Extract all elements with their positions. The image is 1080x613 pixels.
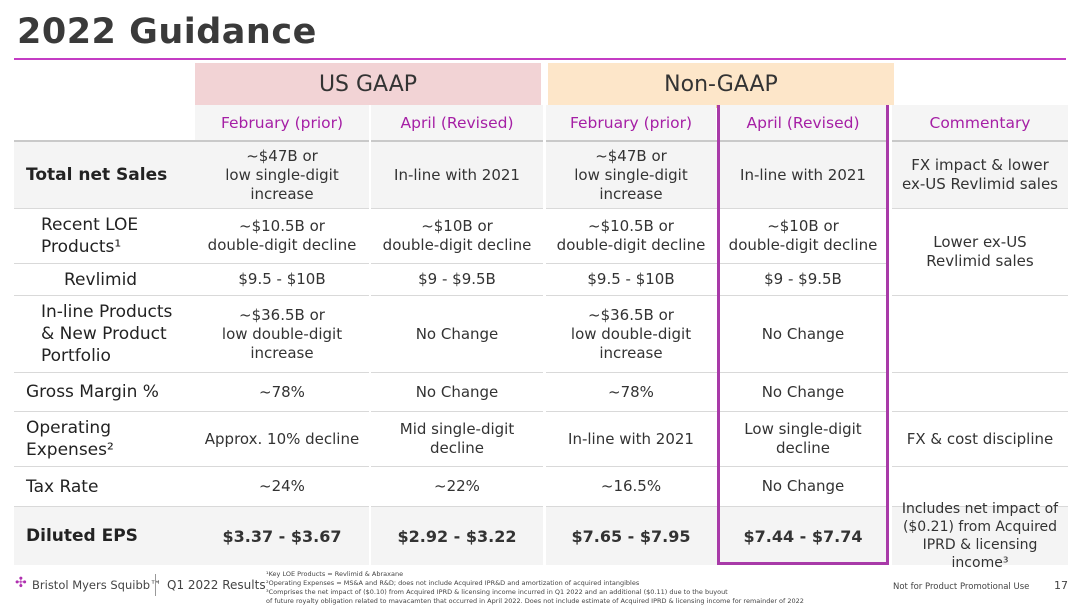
us-gaap-header: US GAAP (195, 63, 541, 108)
subheader-nongaap-apr: April (Revised) (720, 105, 886, 141)
page-number: 17 (1054, 579, 1068, 592)
row-divider (14, 263, 890, 264)
row-label-inline-products: In-line Products & New Product Portfolio (41, 302, 173, 366)
footnote-2: ²Operating Expenses = MS&A and R&D; does… (266, 579, 640, 587)
bms-logo-icon: ✣ (15, 575, 27, 591)
row-label-revlimid: Revlimid (64, 269, 138, 290)
row-label-recent-loe: Recent LOE Products¹ (41, 215, 139, 257)
revised-nongaap-highlight-box (717, 140, 889, 565)
disclaimer: Not for Product Promotional Use (893, 582, 1030, 592)
cell-opex-nongaap-apr: Low single-digit decline (744, 420, 862, 457)
cell-sales-nongaap-apr: In-line with 2021 (740, 165, 866, 184)
cell-tax-nongaap-feb: ~16.5% (600, 477, 662, 495)
subheader-gaap-feb: February (prior) (195, 105, 369, 141)
cell-revlimid-nongaap-apr: $9 - $9.5B (764, 270, 842, 288)
cell-gm-nongaap-feb: ~78% (608, 382, 654, 401)
row-divider (14, 466, 1068, 467)
cell-loe-gaap-feb: ~$10.5B or double-digit decline (207, 217, 357, 254)
cell-sales-gaap-apr: In-line with 2021 (394, 165, 520, 184)
highlight-box-edge (717, 105, 720, 141)
column-separator (543, 105, 546, 565)
cell-tax-gaap-feb: ~24% (259, 477, 305, 495)
column-separator (369, 105, 371, 565)
cell-gm-nongaap-apr: No Change (761, 382, 845, 401)
cell-inline-nongaap-apr: No Change (761, 324, 845, 343)
non-gaap-header: Non-GAAP (548, 63, 894, 108)
cell-sales-nongaap-feb: ~$47B or low single-digit increase (574, 146, 688, 203)
cell-gm-gaap-feb: ~78% (259, 382, 305, 401)
footer-divider (155, 574, 156, 596)
cell-inline-nongaap-feb: ~$36.5B or low double-digit increase (570, 305, 692, 362)
cell-gm-gaap-apr: No Change (415, 382, 499, 401)
row-shade-total-sales (14, 142, 1068, 208)
cell-sales-gaap-feb: ~$47B or low single-digit increase (225, 146, 339, 203)
footnote-3: ³Comprises the net impact of ($0.10) fro… (266, 588, 728, 596)
row-label-total-net-sales: Total net Sales (26, 165, 168, 185)
cell-loe-nongaap-apr: ~$10B or double-digit decline (728, 217, 878, 254)
row-shade-eps (14, 507, 1068, 565)
row-divider (14, 295, 1068, 296)
cell-eps-gaap-apr: $2.92 - $3.22 (397, 526, 517, 546)
cell-opex-gaap-apr: Mid single-digit decline (399, 420, 515, 457)
commentary-opex: FX & cost discipline (906, 429, 1054, 448)
row-label-gross-margin: Gross Margin % (26, 382, 159, 402)
subheader-commentary: Commentary (892, 105, 1068, 141)
footnotes: ¹Key LOE Products = Revlimid & Abraxane … (266, 570, 804, 606)
cell-revlimid-nongaap-feb: $9.5 - $10B (587, 270, 675, 288)
row-label-operating-expenses: Operating Expenses² (26, 418, 114, 460)
row-divider (14, 411, 1068, 412)
header-divider (14, 140, 1068, 142)
subheader-nongaap-feb: February (prior) (546, 105, 716, 141)
column-separator (889, 105, 892, 565)
row-divider (14, 208, 1068, 209)
footnote-1: ¹Key LOE Products = Revlimid & Abraxane (266, 570, 404, 578)
row-divider (14, 506, 1068, 507)
company-name: Bristol Myers Squibb™ (32, 578, 162, 592)
cell-opex-nongaap-feb: In-line with 2021 (568, 429, 694, 448)
cell-revlimid-gaap-apr: $9 - $9.5B (418, 270, 496, 288)
cell-eps-gaap-feb: $3.37 - $3.67 (222, 526, 342, 546)
report-label: Q1 2022 Results (167, 578, 266, 592)
cell-tax-nongaap-apr: No Change (761, 477, 845, 495)
footnote-3-continued: of future royalty obligation related to … (266, 597, 804, 605)
row-divider (14, 372, 1068, 373)
cell-opex-gaap-feb: Approx. 10% decline (204, 429, 360, 448)
row-label-tax-rate: Tax Rate (26, 476, 99, 497)
cell-loe-gaap-apr: ~$10B or double-digit decline (382, 217, 532, 254)
cell-inline-gaap-feb: ~$36.5B or low double-digit increase (221, 305, 343, 362)
cell-revlimid-gaap-feb: $9.5 - $10B (238, 270, 326, 288)
cell-eps-nongaap-feb: $7.65 - $7.95 (571, 526, 691, 546)
commentary-eps: Includes net impact of ($0.21) from Acqu… (901, 501, 1059, 571)
highlight-box-edge (886, 105, 889, 141)
row-label-diluted-eps: Diluted EPS (26, 526, 138, 546)
cell-inline-gaap-apr: No Change (415, 324, 499, 343)
title-divider (14, 58, 1066, 60)
cell-tax-gaap-apr: ~22% (434, 477, 480, 495)
cell-loe-nongaap-feb: ~$10.5B or double-digit decline (556, 217, 706, 254)
cell-eps-nongaap-apr: $7.44 - $7.74 (743, 526, 863, 546)
commentary-sales: FX impact & lower ex-US Revlimid sales (902, 156, 1058, 193)
commentary-loe: Lower ex-US Revlimid sales (926, 233, 1034, 270)
page-title: 2022 Guidance (17, 12, 317, 52)
subheader-gaap-apr: April (Revised) (371, 105, 543, 141)
